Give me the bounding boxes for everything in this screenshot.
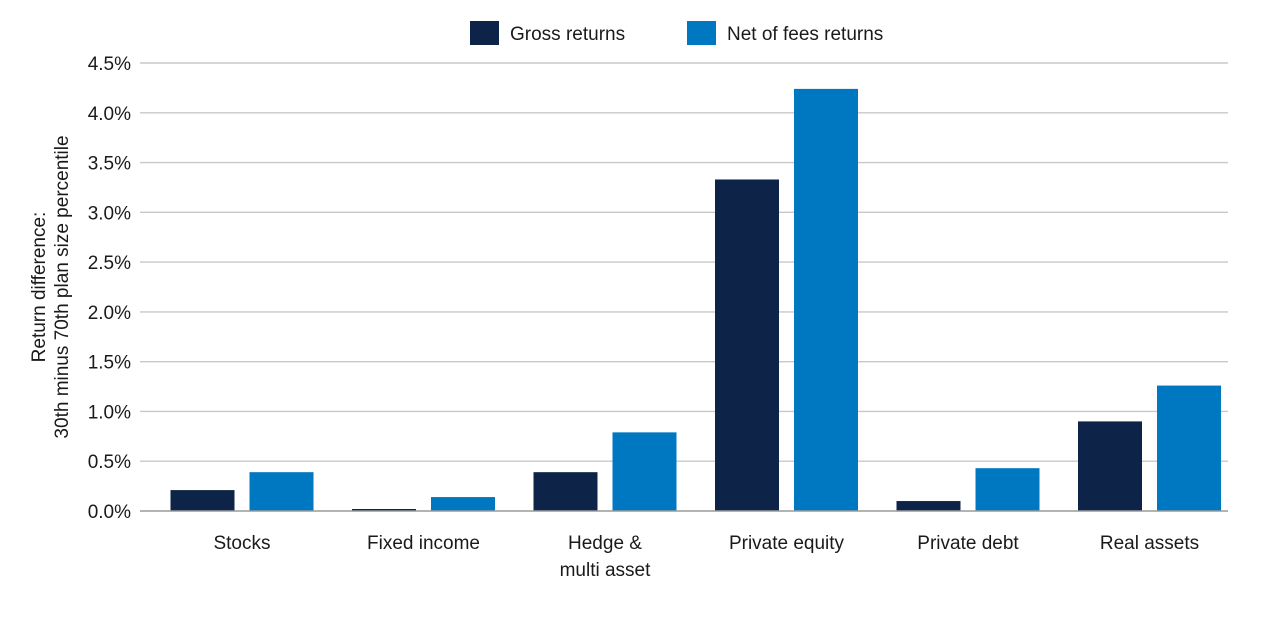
y-axis-title: Return difference: 30th minus 70th plan s… bbox=[29, 135, 73, 438]
x-category-label-line: Hedge & bbox=[568, 533, 642, 554]
legend: Gross returns Net of fees returns bbox=[470, 21, 883, 45]
y-tick-label: 3.5% bbox=[88, 154, 131, 175]
legend-swatch bbox=[687, 21, 716, 45]
legend-label: Net of fees returns bbox=[727, 24, 883, 45]
y-tick-label: 1.5% bbox=[88, 353, 131, 374]
x-category-label: Fixed income bbox=[367, 533, 480, 554]
y-tick-label: 3.0% bbox=[88, 203, 131, 224]
y-axis-title-line: Return difference: bbox=[29, 212, 50, 363]
x-category-label-line: multi asset bbox=[560, 560, 652, 581]
x-category-label: Private debt bbox=[917, 533, 1019, 554]
y-tick-label: 2.0% bbox=[88, 303, 131, 324]
x-category-label-line: Private equity bbox=[729, 533, 845, 554]
x-category-label: Stocks bbox=[213, 533, 270, 554]
x-axis-category-labels: Stocks Fixed income Hedge & multi asset Priv… bbox=[213, 533, 1199, 581]
y-tick-label: 4.0% bbox=[88, 104, 131, 125]
bar-gross-returns bbox=[170, 490, 235, 511]
y-tick-label: 0.5% bbox=[88, 452, 131, 473]
bar-net-of-fees-returns bbox=[1157, 385, 1221, 511]
bar-net-of-fees-returns bbox=[431, 497, 495, 511]
bar-net-of-fees-returns bbox=[612, 432, 677, 511]
x-category-label-line: Stocks bbox=[213, 533, 270, 554]
y-axis-ticks: 0.0% 0.5% 1.0% 1.5% 2.0% 2.5% 3.0% 3.5% 4.0% 4.5% bbox=[88, 54, 131, 523]
bar-gross-returns bbox=[352, 509, 416, 511]
y-tick-label: 4.5% bbox=[88, 54, 131, 75]
gridlines bbox=[140, 62, 1228, 462]
bar-net-of-fees-returns bbox=[975, 468, 1040, 511]
y-tick-label: 1.0% bbox=[88, 402, 131, 423]
bar-gross-returns bbox=[533, 472, 598, 511]
bar-gross-returns bbox=[1078, 421, 1142, 511]
y-axis-label: Return difference: 30th minus 70th plan s… bbox=[29, 135, 73, 438]
legend-label: Gross returns bbox=[510, 24, 625, 45]
y-tick-label: 2.5% bbox=[88, 253, 131, 274]
bar-net-of-fees-returns bbox=[249, 472, 314, 511]
y-axis-title-line: 30th minus 70th plan size percentile bbox=[52, 135, 73, 438]
x-category-label: Hedge & multi asset bbox=[560, 533, 652, 581]
bars bbox=[170, 88, 1221, 512]
x-category-label-line: Private debt bbox=[917, 533, 1019, 554]
x-category-label: Private equity bbox=[729, 533, 845, 554]
legend-swatch bbox=[470, 21, 499, 45]
x-category-label-line: Real assets bbox=[1100, 533, 1199, 554]
bar-gross-returns bbox=[715, 179, 779, 512]
x-category-label-line: Fixed income bbox=[367, 533, 480, 554]
x-category-label: Real assets bbox=[1100, 533, 1199, 554]
bar-gross-returns bbox=[896, 501, 961, 511]
bar-net-of-fees-returns bbox=[794, 88, 858, 511]
y-tick-label: 0.0% bbox=[88, 502, 131, 523]
